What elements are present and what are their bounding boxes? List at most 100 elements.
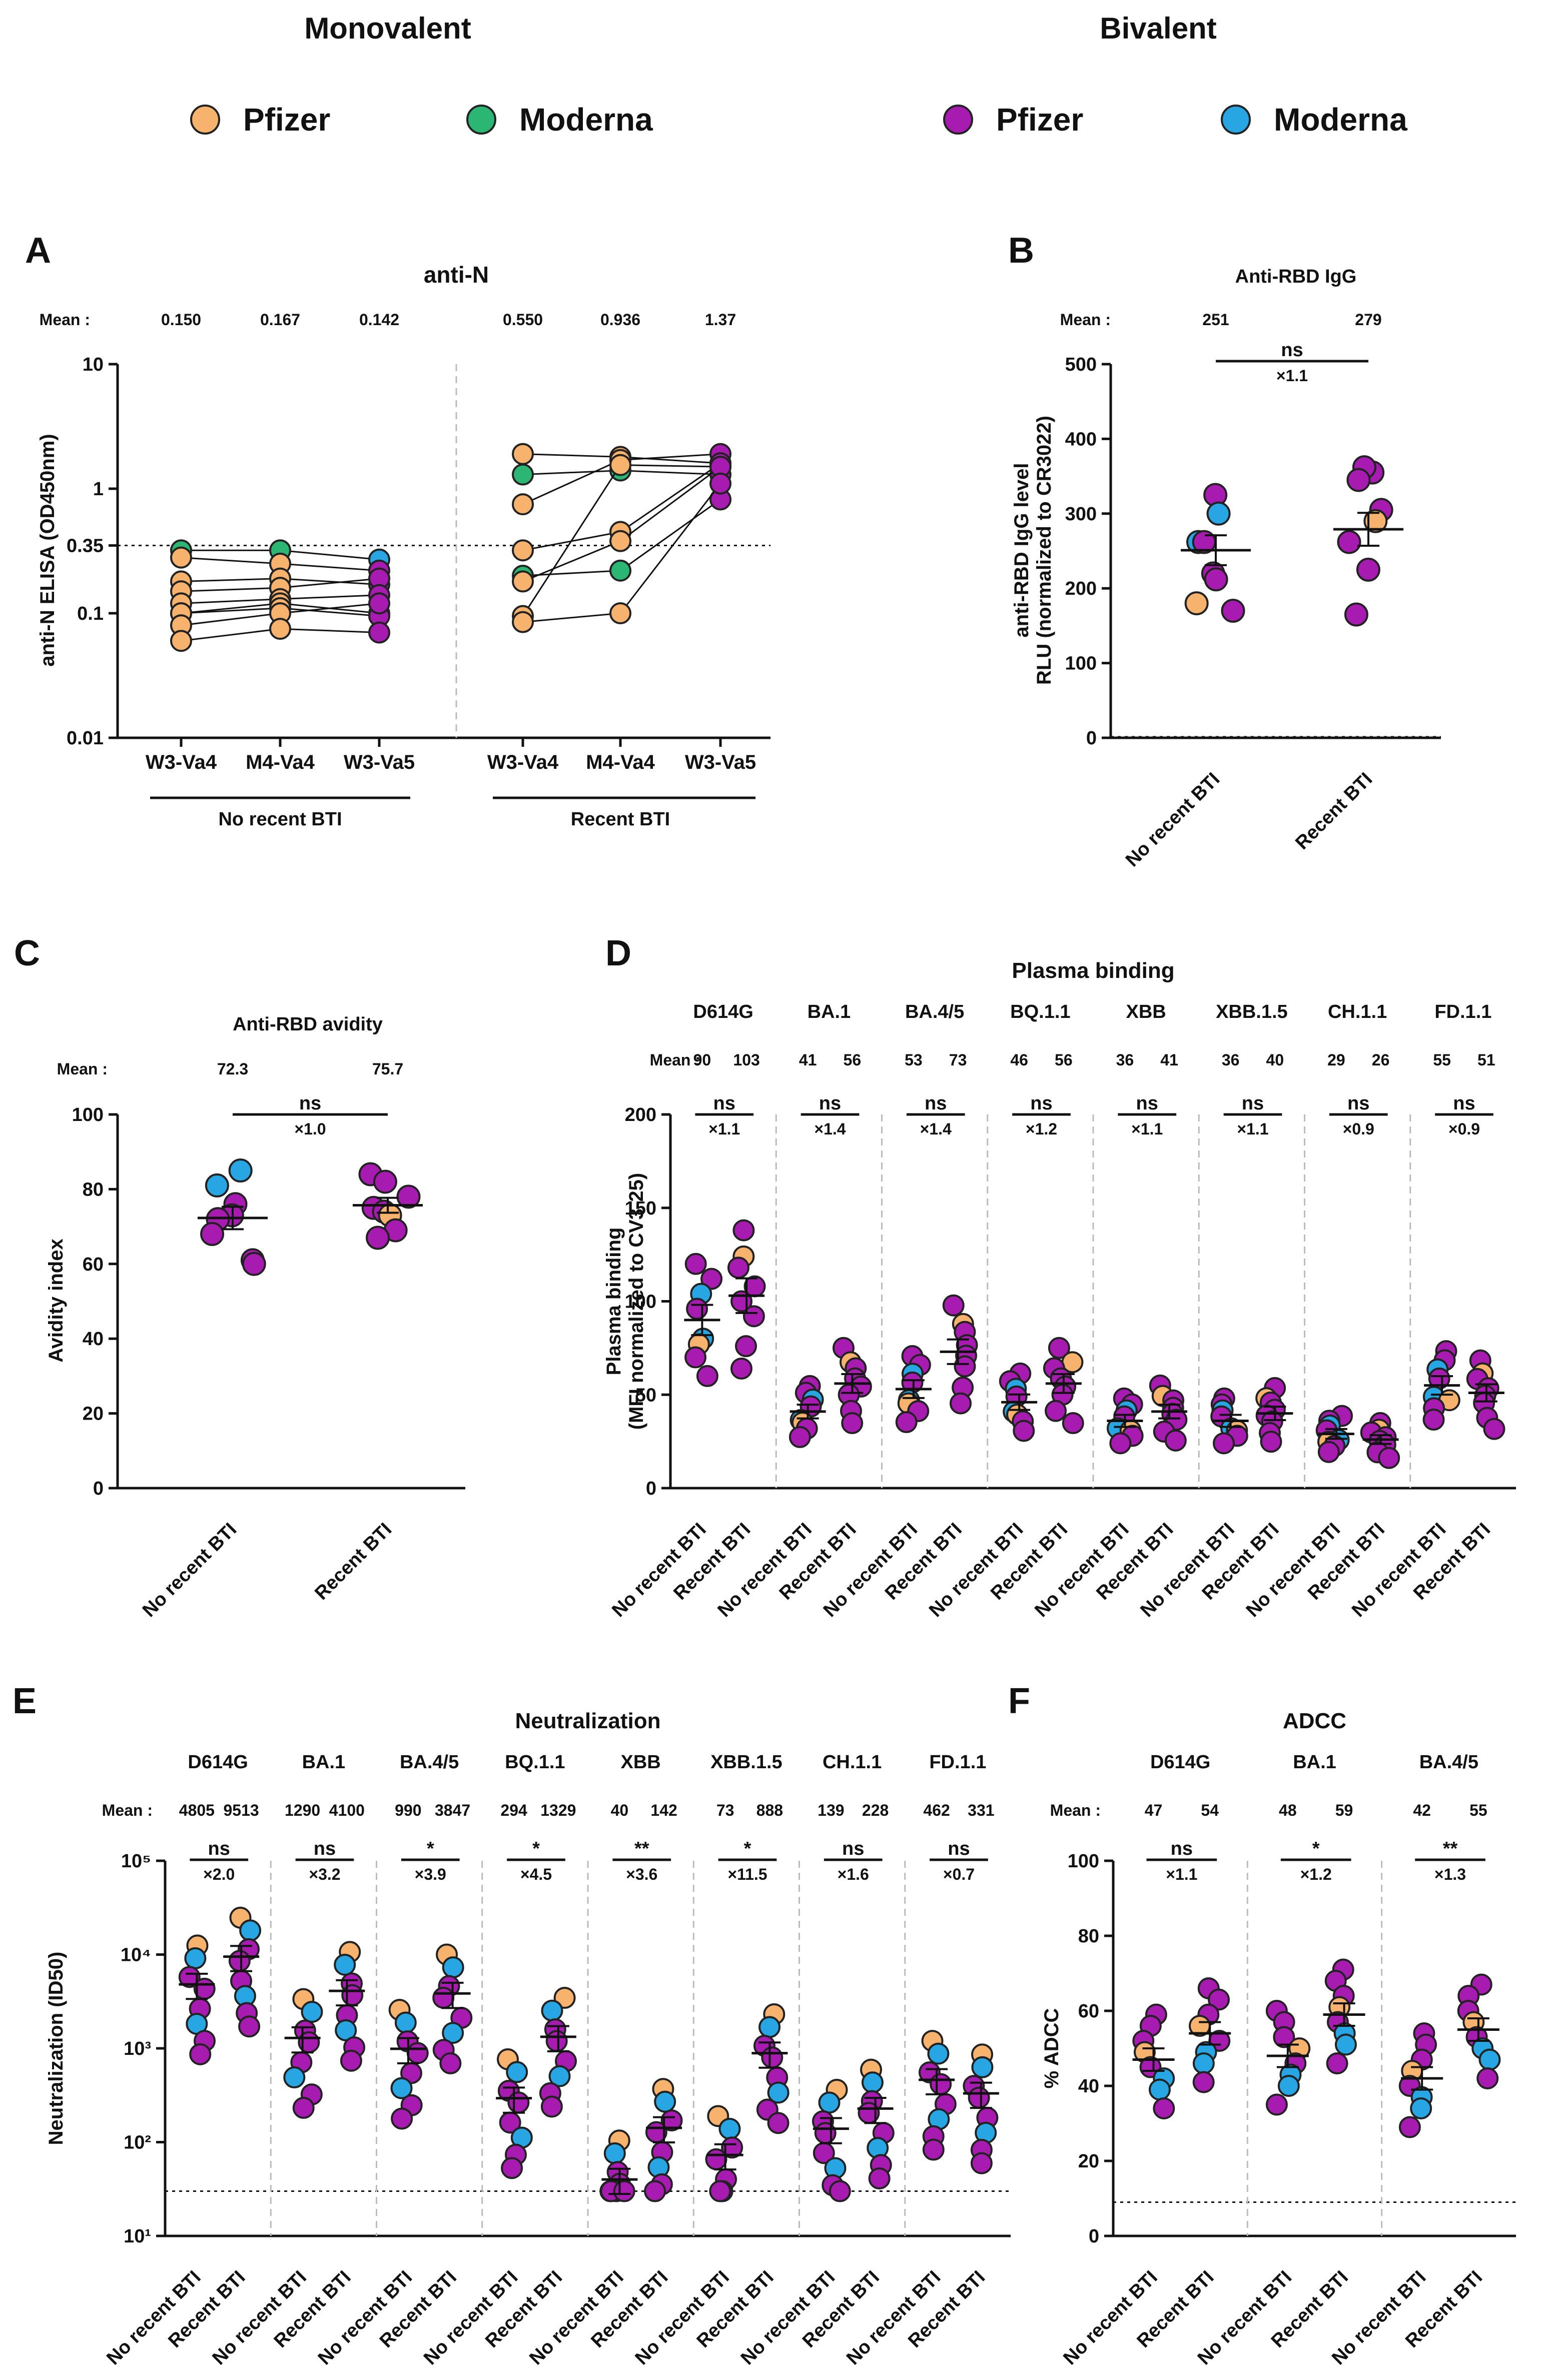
y-axis-title: % ADCC: [1041, 2008, 1063, 2089]
data-point: [1398, 2116, 1421, 2138]
x-category-label: No recent BTI: [139, 1519, 241, 1621]
group-label: BA.4/5: [1419, 1752, 1478, 1773]
mean-value: 55: [1433, 1051, 1451, 1069]
fold-change-label: ×0.7: [943, 1865, 975, 1883]
data-point: [334, 1953, 356, 1976]
group-label: FD.1.1: [929, 1752, 986, 1773]
panel-label: A: [25, 231, 51, 271]
y-axis-title: Neutralization (ID50): [45, 1952, 67, 2145]
mean-value: 1.37: [705, 311, 736, 329]
significance-label: *: [1312, 1838, 1320, 1859]
data-point: [283, 2066, 306, 2089]
x-category-label: No recent BTI: [1122, 769, 1224, 871]
circle-marker-icon: [943, 105, 973, 135]
panel-label: D: [605, 933, 631, 973]
panel-label: E: [13, 1681, 37, 1721]
y-tick-label: 300: [1065, 504, 1097, 525]
mean-value: 4100: [329, 1801, 365, 1819]
data-point: [1363, 509, 1388, 533]
y-tick-label: 0: [646, 1478, 656, 1499]
y-axis-title: Avidity index: [45, 1239, 67, 1362]
data-point: [1148, 2078, 1171, 2101]
data-point: [301, 2000, 323, 2023]
y-tick-label: 80: [83, 1179, 104, 1200]
data-point: [1206, 501, 1231, 526]
x-category-label: M4-Va4: [246, 751, 315, 773]
data-point: [950, 1392, 972, 1415]
data-point: [1062, 1412, 1084, 1435]
data-point: [609, 454, 631, 476]
data-point: [170, 546, 192, 569]
data-point: [238, 2015, 261, 2038]
group-label: No recent BTI: [218, 809, 342, 830]
significance-label: ns: [925, 1093, 947, 1114]
fold-change-label: ×1.0: [294, 1120, 326, 1138]
data-point: [922, 2138, 945, 2161]
significance-label: **: [634, 1838, 649, 1859]
group-label: BA.1: [1293, 1752, 1336, 1773]
mean-value: 36: [1116, 1051, 1134, 1069]
mean-label: Mean :: [1060, 311, 1111, 329]
data-point: [1334, 2033, 1357, 2056]
panel-label: B: [1008, 231, 1034, 271]
data-point: [1337, 530, 1361, 554]
y-tick-label: 0.35: [67, 536, 104, 557]
data-point: [930, 2073, 952, 2095]
significance-label: ns: [1347, 1093, 1369, 1114]
mean-value: 40: [611, 1801, 629, 1819]
y-tick-label: 50: [635, 1385, 656, 1406]
data-point: [1410, 2097, 1432, 2119]
mean-value: 0.142: [359, 311, 399, 329]
legend-label: Moderna: [1274, 102, 1407, 138]
circle-marker-icon: [1221, 105, 1251, 135]
data-point: [700, 1268, 723, 1290]
fold-change-label: ×1.2: [1026, 1120, 1057, 1138]
significance-label: ns: [819, 1093, 841, 1114]
data-point: [927, 2042, 950, 2065]
mean-value: 0.150: [161, 311, 201, 329]
mean-value: 139: [818, 1801, 844, 1819]
mean-value: 26: [1372, 1051, 1390, 1069]
mean-value: 1290: [285, 1801, 320, 1819]
data-point: [603, 2142, 626, 2164]
fold-change-label: ×2.0: [203, 1865, 235, 1883]
x-category-label: Recent BTI: [1291, 769, 1376, 854]
data-point: [942, 1294, 965, 1317]
legend-item-bi-moderna: Moderna: [1221, 101, 1407, 138]
mean-value: 51: [1477, 1051, 1495, 1069]
y-tick-label: 10: [83, 354, 104, 375]
legend-label: Moderna: [519, 102, 653, 138]
data-point: [1277, 2075, 1300, 2097]
data-point: [1109, 1432, 1132, 1455]
group-label: D614G: [1150, 1752, 1210, 1773]
y-tick-label: 20: [1078, 2151, 1099, 2172]
data-point: [1265, 2093, 1288, 2116]
significance-label: ns: [314, 1838, 336, 1859]
y-tick-label: 100: [625, 1292, 656, 1313]
data-point: [340, 2049, 362, 2072]
significance-label: ns: [1242, 1093, 1264, 1114]
data-point: [1476, 2067, 1499, 2089]
fold-change-label: ×1.4: [920, 1120, 952, 1138]
data-point: [512, 611, 534, 633]
data-point: [1273, 2026, 1295, 2048]
data-point: [512, 539, 534, 562]
data-point: [540, 2095, 563, 2118]
data-point: [734, 1335, 757, 1358]
data-point: [1048, 1337, 1070, 1359]
x-category-label: Recent BTI: [311, 1519, 396, 1604]
data-point: [1192, 2052, 1215, 2074]
y-tick-label: 150: [625, 1198, 656, 1219]
panel-label: C: [14, 933, 40, 973]
y-axis-title-line2: RLU (normalized to CR3022): [1033, 416, 1055, 685]
y-tick-label: 20: [83, 1404, 104, 1425]
group-label: D614G: [693, 1001, 753, 1022]
mean-value: 0.550: [503, 311, 543, 329]
panel-title: Anti-RBD IgG: [1235, 266, 1357, 287]
data-point: [1326, 2052, 1348, 2074]
significance-label: ns: [1136, 1093, 1158, 1114]
data-point: [696, 1365, 718, 1387]
group-label: D614G: [188, 1752, 248, 1773]
data-point: [609, 602, 631, 624]
data-point: [512, 443, 534, 465]
